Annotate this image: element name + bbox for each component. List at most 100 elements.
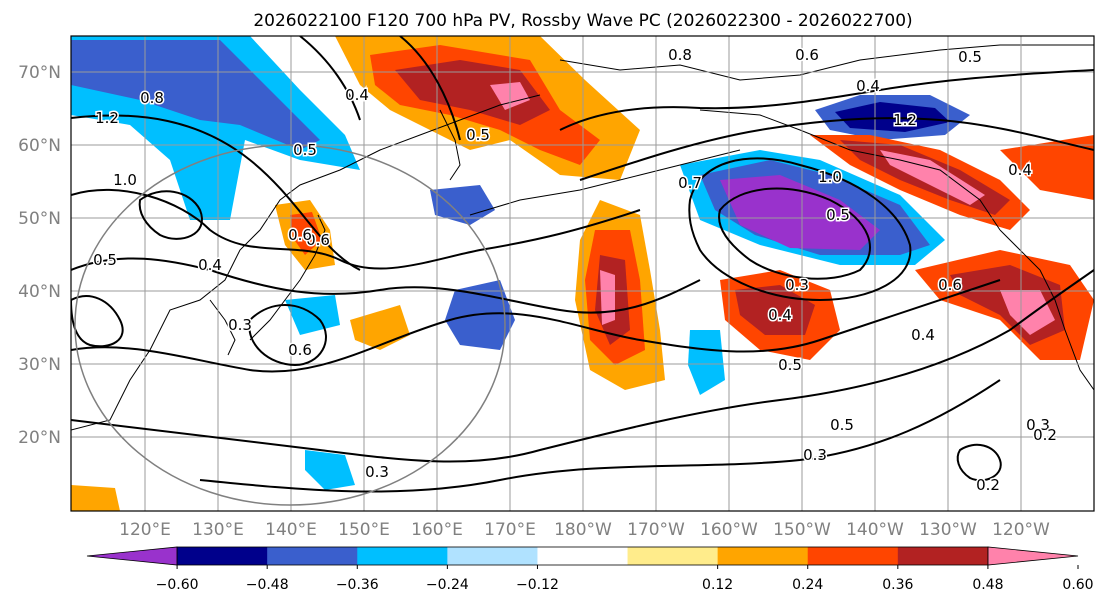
contour-line bbox=[579, 117, 1094, 181]
colorbar-segment bbox=[807, 547, 899, 565]
colorbar-extend-low bbox=[86, 546, 178, 566]
contour-label: 0.4 bbox=[198, 256, 222, 274]
negative-anomaly-small bbox=[430, 185, 495, 225]
reference-circle bbox=[74, 144, 506, 506]
contour-label: 1.0 bbox=[818, 168, 842, 186]
gridlines bbox=[71, 36, 1094, 511]
longitude-label: 150°E bbox=[338, 520, 390, 540]
positive-anomaly-alaska-peak bbox=[880, 150, 985, 205]
contour-label: 0.5 bbox=[830, 416, 854, 434]
colorbar-extend-high bbox=[987, 546, 1079, 566]
contour-label: 0.3 bbox=[1026, 416, 1050, 434]
contour-label: 0.5 bbox=[293, 141, 317, 159]
contour-label: 0.5 bbox=[778, 356, 802, 374]
coastline-northamerica bbox=[999, 229, 1094, 391]
contour-label: 0.3 bbox=[365, 463, 389, 481]
contour-label: 0.4 bbox=[768, 306, 792, 324]
contour-label: 0.5 bbox=[466, 126, 490, 144]
contour-label: 0.5 bbox=[958, 48, 982, 66]
contour-line bbox=[299, 36, 361, 121]
map-title: 2026022100 F120 700 hPa PV, Rossby Wave … bbox=[253, 11, 912, 31]
latitude-labels: 70°N 60°N 50°N 40°N 30°N 20°N bbox=[18, 63, 61, 448]
longitude-label: 130°W bbox=[919, 520, 977, 540]
longitude-label: 140°W bbox=[846, 520, 904, 540]
latitude-label: 50°N bbox=[18, 209, 61, 229]
coastline-arctic bbox=[559, 44, 1094, 81]
contour-label: 0.3 bbox=[803, 446, 827, 464]
colorbar-tick-label: 0.24 bbox=[792, 577, 823, 593]
contour-line bbox=[688, 157, 912, 302]
contour-label: 1.2 bbox=[893, 111, 917, 129]
pv-contours bbox=[71, 36, 1094, 493]
colorbar-segment bbox=[897, 547, 989, 565]
negative-anomaly-nw-core bbox=[71, 40, 320, 150]
coastline-aleutians bbox=[469, 149, 741, 216]
longitude-label: 120°W bbox=[992, 520, 1050, 540]
colorbar-segment bbox=[267, 547, 358, 565]
contour-label: 0.6 bbox=[306, 231, 330, 249]
longitude-label: 120°E bbox=[119, 520, 171, 540]
contour-label: 0.6 bbox=[795, 46, 819, 64]
contour-label: 0.5 bbox=[826, 206, 850, 224]
colorbar-tick-label: 0.12 bbox=[702, 577, 733, 593]
contour-label: 1.0 bbox=[113, 171, 137, 189]
map-area: 1.20.81.00.5 0.40.50.60.40.30.60.30.50.40… bbox=[71, 36, 1094, 511]
coastline-asia bbox=[71, 94, 541, 431]
contour-line bbox=[71, 279, 1001, 373]
colorbar-tick-label: −0.24 bbox=[426, 577, 469, 593]
positive-anomaly-japan-core bbox=[290, 212, 322, 255]
negative-anomaly-s2 bbox=[285, 295, 340, 335]
contour-line bbox=[199, 379, 1001, 493]
contour-label: 0.6 bbox=[288, 226, 312, 244]
contour-label: 0.3 bbox=[785, 276, 809, 294]
latitude-label: 30°N bbox=[18, 355, 61, 375]
positive-anomaly-central-peak bbox=[600, 270, 615, 325]
contour-label: 0.3 bbox=[228, 316, 252, 334]
contour-label: 0.8 bbox=[140, 89, 164, 107]
negative-anomaly-gulf-core bbox=[720, 175, 880, 250]
longitude-label: 140°E bbox=[265, 520, 317, 540]
colorbar-ticks: −0.60 −0.48 −0.36 −0.24 −0.12 0.12 0.24 0.36 0.4… bbox=[156, 565, 1094, 593]
contour-line bbox=[71, 114, 361, 271]
contour-label: 0.6 bbox=[938, 276, 962, 294]
positive-anomaly-canada bbox=[1000, 135, 1094, 200]
longitude-label: 170°W bbox=[627, 520, 685, 540]
contour-line bbox=[71, 269, 1094, 463]
longitude-label: 150°W bbox=[773, 520, 831, 540]
latitude-label: 60°N bbox=[18, 136, 61, 156]
colorbar-segment bbox=[357, 547, 448, 565]
contour-label: 0.7 bbox=[678, 174, 702, 192]
colorbar-tick-label: −0.48 bbox=[246, 577, 289, 593]
contour-labels: 1.20.81.00.5 0.40.50.60.40.30.60.30.50.40… bbox=[92, 45, 1059, 496]
contour-label: 0.5 bbox=[93, 251, 117, 269]
latitude-label: 40°N bbox=[18, 282, 61, 302]
negative-anomaly-hawaii bbox=[688, 330, 725, 395]
contour-line bbox=[559, 69, 1094, 131]
contour-label: 0.2 bbox=[1033, 426, 1057, 444]
colorbar-tick-label: 0.60 bbox=[1062, 577, 1093, 593]
colorbar-segment bbox=[717, 547, 809, 565]
contour-line bbox=[956, 443, 1002, 482]
colorbar-tick-label: −0.60 bbox=[156, 577, 199, 593]
longitude-labels: 120°E 130°E 140°E 150°E 160°E 170°E 180°W 170°W… bbox=[119, 520, 1050, 540]
contour-line bbox=[248, 304, 327, 367]
colorbar-tick-label: 0.36 bbox=[882, 577, 913, 593]
positive-anomaly-subtropics-peak bbox=[1000, 290, 1055, 335]
longitude-label: 160°W bbox=[700, 520, 758, 540]
latitude-label: 20°N bbox=[18, 428, 61, 448]
coastline-japan bbox=[249, 214, 326, 341]
colorbar-outline bbox=[176, 546, 989, 566]
colorbar-tick-label: −0.36 bbox=[336, 577, 379, 593]
longitude-label: 180°W bbox=[554, 520, 612, 540]
contour-label: 0.4 bbox=[1008, 161, 1032, 179]
colorbar-segment bbox=[537, 547, 629, 565]
negative-anomaly-s1 bbox=[305, 450, 355, 490]
colorbar-segment bbox=[447, 547, 538, 565]
longitude-label: 130°E bbox=[192, 520, 244, 540]
contour-line bbox=[138, 190, 203, 240]
contour-line bbox=[71, 257, 701, 314]
contour-label: 0.2 bbox=[976, 476, 1000, 494]
contour-label: 0.4 bbox=[345, 86, 369, 104]
colorbar-tick-label: −0.12 bbox=[516, 577, 559, 593]
